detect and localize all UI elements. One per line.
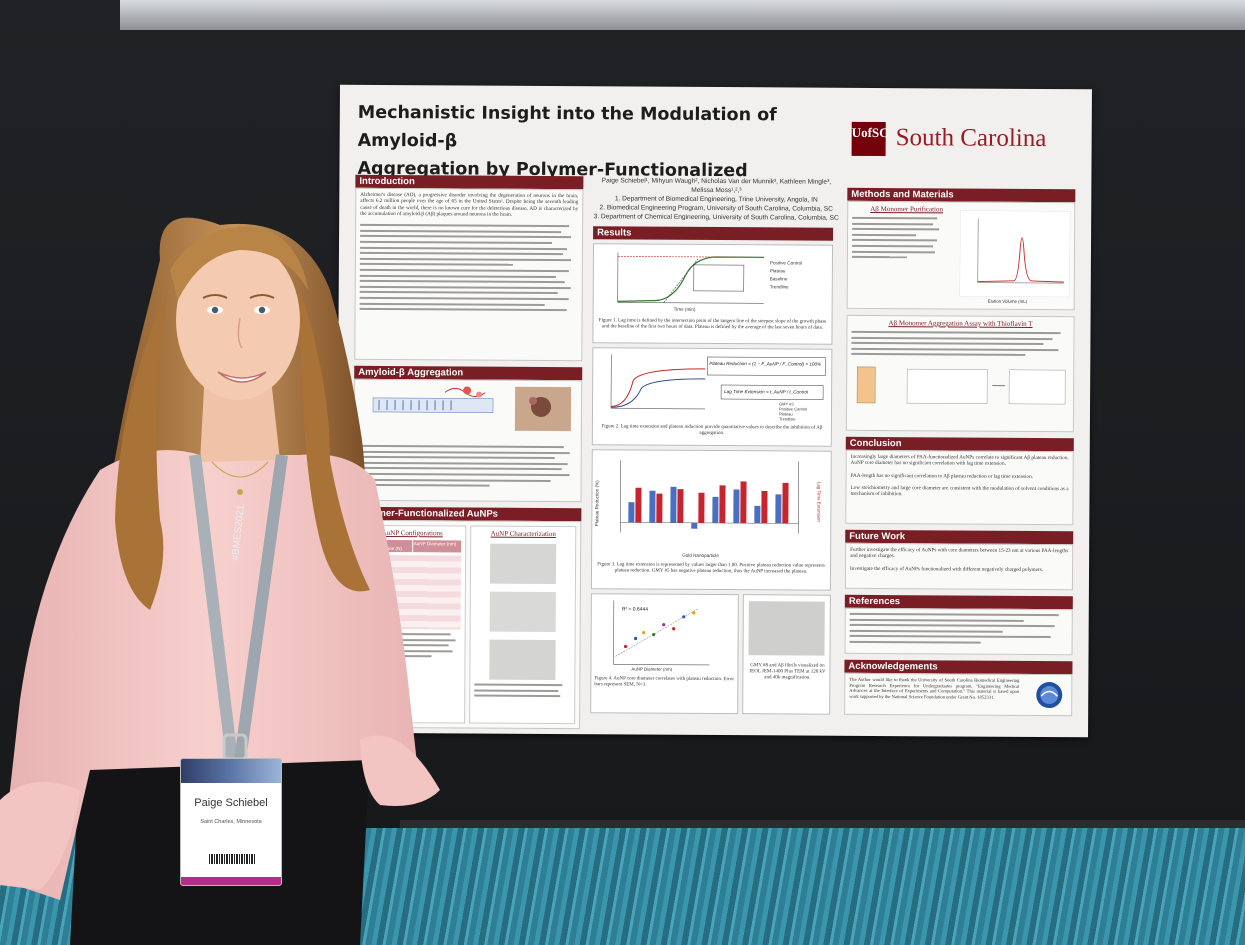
figure-3-bar	[670, 486, 677, 523]
figure-4-plot	[613, 600, 710, 666]
amyloid-panel	[353, 378, 583, 503]
figure-3-bar	[754, 505, 761, 524]
figure-3-bar	[775, 494, 782, 524]
figure-3-right-ylabel: Lag Time Extension	[816, 481, 822, 523]
research-poster: Mechanistic Insight into the Modulation …	[336, 84, 1092, 738]
figure-5-tem-fibrils: GMY #8 and Aβ fibrils visualized on JEOL…	[742, 594, 831, 715]
figure-4-xlabel: AuNP Diameter (nm)	[631, 666, 673, 672]
figure-2-legend: GMY #3 Positive Control Plateau Trendlin…	[778, 401, 808, 422]
future-point-2: Investigate the efficacy of AuNPs functi…	[850, 565, 1043, 573]
methods-assay-lines	[847, 327, 1073, 364]
right-column: Methods and Materials Aβ Monomer Purific…	[844, 187, 1076, 717]
elution-xlabel: Elution Volume (mL)	[987, 298, 1028, 304]
badge-header-strip	[181, 759, 281, 783]
middle-column: Results Positive Control Plateau Baselin…	[590, 226, 834, 715]
badge-bottom-strip	[181, 877, 281, 885]
badge-name: Paige Schiebel	[194, 797, 268, 809]
acknowledgements-panel: The Author would like to thank the Unive…	[844, 672, 1073, 717]
name-badge: Paige Schiebel Saint Charles, Minnesota	[180, 758, 282, 886]
figure-4-r-squared: R² = 0.6444	[621, 606, 649, 613]
future-work-panel: Further investigate the efficacy of AuNP…	[844, 542, 1074, 591]
logo-text: South Carolina	[895, 124, 1047, 153]
references-panel	[844, 607, 1073, 656]
presenter-person: #BMES2021 Paige Schiebel Saint Charles, …	[0, 0, 460, 945]
figure-3-caption: Figure 3. Lag time extension is represen…	[597, 562, 825, 575]
section-results: Results	[593, 226, 834, 241]
tem-image-a	[489, 543, 557, 585]
figure-3-bar	[719, 485, 726, 524]
aunp-characterization-heading: AuNP Characterization	[490, 529, 556, 539]
ceiling-light-strip	[120, 0, 1245, 30]
logo-mark: UofSC	[851, 121, 889, 157]
figure-3-bar-chart: Plateau Reduction (%) Lag Time Extension…	[590, 449, 832, 591]
tem-image-c	[489, 639, 556, 681]
figure-5-caption: GMY #8 and Aβ fibrils visualized on JEOL…	[749, 663, 826, 681]
figure-3-bar	[733, 489, 740, 524]
affiliation-3: 3. Department of Chemical Engineering, U…	[593, 213, 839, 222]
badge-barcode-icon	[209, 854, 255, 864]
figure-3-bar	[677, 489, 684, 523]
elution-chromatogram	[959, 210, 1071, 298]
figure-3-bar	[698, 492, 705, 523]
author-list: Paige Schiebel¹, Mihyun Waugh², Nicholas…	[601, 177, 832, 195]
figure-2-caption: Figure 2. Lag time extension and plateau…	[601, 424, 823, 437]
tem-fibril-image	[748, 601, 825, 656]
university-logo: UofSC South Carolina	[851, 121, 1082, 165]
figure-1-fluorescence-curve: Positive Control Plateau Baseline Trendl…	[592, 243, 834, 345]
methods-purification-lines	[848, 213, 948, 266]
presenter-figure	[0, 217, 440, 945]
figure-3-plot	[619, 460, 799, 534]
conclusion-point-3: Low stoichiometry and large core diamete…	[850, 484, 1069, 498]
figure-2-lag-equation: Lag Time Extension = t_AuNP / t_Control	[724, 389, 809, 395]
figure-3-left-ylabel: Plateau Reduction (%)	[594, 480, 600, 527]
conclusion-point-1: Increasingly large diameters of PAA-func…	[850, 453, 1069, 468]
authors-block: Paige Schiebel¹, Mihyun Waugh², Nicholas…	[591, 176, 841, 223]
figure-3-bar	[782, 482, 789, 524]
aunp-characterization-box: AuNP Characterization	[469, 525, 577, 725]
figure-1-caption: Figure 1. Lag time is defined by the int…	[598, 318, 827, 331]
figure-1-legend: Positive Control Plateau Baseline Trendl…	[769, 260, 803, 290]
methods-assay-panel: Aβ Monomer Aggregation Assay with Thiofl…	[845, 314, 1075, 433]
conclusion-panel: Increasingly large diameters of PAA-func…	[845, 449, 1074, 526]
figure-3-bar	[691, 522, 698, 529]
figure-3-bar	[712, 496, 719, 524]
figure-3-bar	[740, 481, 747, 524]
assay-workflow-diagram	[856, 366, 1066, 405]
figure-2-plateau-lag-time: Plateau Reduction = (1 − F_AuNP / F_Cont…	[591, 347, 833, 447]
figure-3-xlabel: Gold Nanoparticle	[682, 552, 719, 559]
figure-2-plot	[610, 354, 826, 410]
nsf-logo-icon	[1036, 682, 1063, 709]
figure-4-caption: Figure 4. AuNP core diameter correlates …	[594, 676, 735, 688]
badge-location: Saint Charles, Minnesota	[200, 819, 262, 825]
figure-4-scatter: R² = 0.6444 AuNP Diameter (nm) Figure 4.…	[590, 593, 739, 715]
tem-image-b	[489, 591, 556, 633]
figure-2-plateau-equation: Plateau Reduction = (1 − F_AuNP / F_Cont…	[709, 360, 822, 367]
amyloid-pathway-diagram	[372, 386, 572, 432]
references-lines	[846, 609, 1072, 652]
left-column: Introduction Alzheimer's disease (AD), a…	[352, 174, 584, 730]
methods-purification-panel: Aβ Monomer Purification Elution Volume (…	[846, 200, 1076, 311]
acknowledgements-text: The Author would like to thank the Unive…	[849, 676, 1020, 700]
figure-1-plot	[617, 252, 764, 304]
figure-1-xlabel: Time (min)	[673, 306, 696, 312]
figure-3-bar	[649, 490, 656, 523]
future-point-1: Further investigate the efficacy of AuNP…	[850, 546, 1069, 560]
aunp-characterization-lines	[470, 680, 574, 705]
figure-3-bar	[628, 502, 635, 523]
figure-3-bar	[656, 493, 663, 523]
figure-3-bar	[761, 490, 768, 524]
figure-3-bar	[635, 487, 642, 523]
